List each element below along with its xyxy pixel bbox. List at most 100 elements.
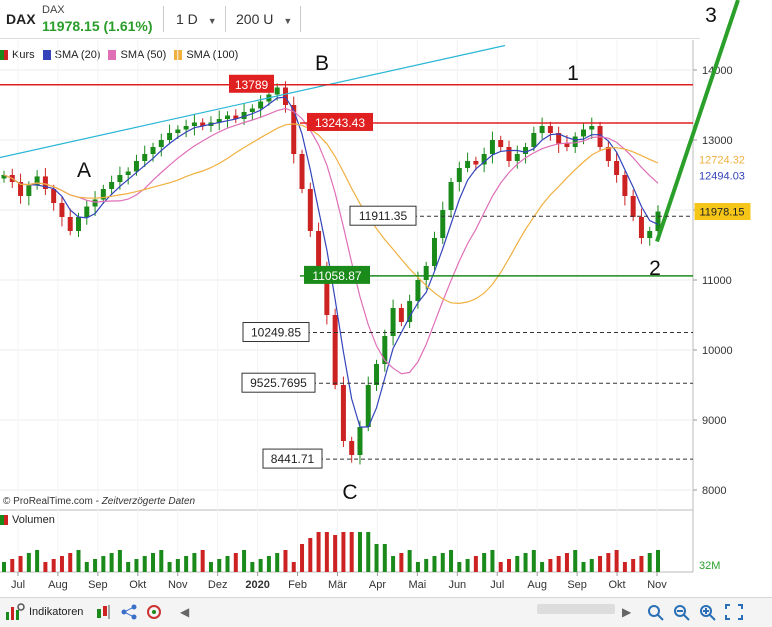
candle-body: [589, 126, 595, 130]
candle-body: [76, 217, 82, 231]
sma50-swatch-icon: [108, 50, 117, 60]
candle-body: [407, 301, 413, 322]
candle-body: [556, 133, 562, 144]
level-label-box: [307, 112, 373, 131]
candles-button[interactable]: [95, 602, 113, 622]
volume-bar: [283, 550, 288, 572]
candle-body: [622, 175, 628, 196]
volume-bar: [175, 559, 180, 572]
volume-bar: [523, 553, 528, 572]
level-label-box: [242, 322, 310, 343]
zoom-area-button[interactable]: [646, 602, 666, 622]
candle-body: [117, 175, 123, 182]
settings-icon: [147, 605, 161, 619]
zoom-in-button[interactable]: [698, 602, 718, 622]
volume-bar: [76, 550, 81, 572]
volume-bar: [26, 553, 31, 572]
candle-body: [274, 87, 280, 95]
candle-body: [514, 154, 520, 161]
bars-dropdown[interactable]: 200 U ▼: [236, 11, 292, 27]
volume-legend[interactable]: Volumen: [0, 514, 55, 526]
volume-bar: [473, 556, 478, 572]
last-price: 11978.15 (1.61%): [42, 18, 153, 34]
volume-bar: [357, 532, 362, 572]
candle-body: [175, 129, 181, 133]
volume-bar: [482, 553, 487, 572]
volume-bar: [200, 550, 205, 572]
volume-bar: [540, 562, 545, 572]
candle-body: [258, 101, 264, 109]
fullscreen-button[interactable]: [724, 602, 744, 622]
volume-bar: [184, 556, 189, 572]
level-label-box: [241, 372, 316, 393]
volume-bar: [622, 562, 627, 572]
candle-body: [531, 133, 537, 147]
volume-swatch-icon: [0, 515, 8, 525]
share-button[interactable]: [120, 602, 138, 622]
delayed-text: Zeitverzögerte Daten: [101, 496, 196, 507]
candle-body: [158, 140, 164, 147]
scrollbar[interactable]: [537, 604, 615, 614]
candle-body: [431, 238, 437, 266]
candle-body: [291, 105, 297, 154]
candle-body: [142, 154, 148, 161]
volume-bar: [631, 559, 636, 572]
legend-label: SMA (20): [54, 49, 101, 61]
volume-bar: [84, 562, 89, 572]
volume-bar: [374, 544, 379, 572]
header-bar: DAX DAX 11978.15 (1.61%) 1 D ▼ 200 U ▼: [0, 0, 700, 39]
zoom-out-button[interactable]: [672, 602, 692, 622]
candle-body: [191, 122, 197, 126]
y-tick-label: 8000: [702, 485, 726, 497]
volume-bar: [490, 550, 495, 572]
candle-body: [655, 211, 661, 231]
candle-body: [200, 122, 206, 126]
indicators-button[interactable]: Indikatoren: [4, 602, 83, 622]
candle-body: [42, 176, 48, 189]
candle-body: [506, 147, 512, 161]
indicator-icon: [6, 603, 25, 620]
y-tick-label: 14000: [702, 65, 733, 77]
wave-label: C: [342, 481, 357, 504]
candle-body: [183, 126, 189, 130]
axis-badge-box: [694, 203, 751, 221]
candle-body: [340, 385, 346, 441]
settings-button[interactable]: [144, 602, 164, 622]
level-label: 11058.87: [312, 269, 361, 283]
projection-line: [655, 0, 740, 243]
wave-label: A: [77, 159, 91, 182]
price-chart[interactable]: 800090001000011000120001300014000JulAugS…: [0, 0, 772, 597]
candle-body: [26, 185, 32, 196]
volume-bar: [151, 553, 156, 572]
fullscreen-icon: [725, 604, 743, 620]
volume-bar: [391, 556, 396, 572]
axis-badge-label: 12494.03: [699, 170, 745, 182]
legend-sma20[interactable]: SMA (20): [42, 49, 101, 61]
legend-sma100[interactable]: SMA (100): [174, 49, 238, 61]
volume-bar: [432, 556, 437, 572]
volume-bar: [275, 553, 280, 572]
legend-sma50[interactable]: SMA (50): [108, 49, 166, 61]
volume-bar: [341, 532, 346, 572]
candle-body: [498, 140, 504, 147]
scroll-left-button[interactable]: ◀: [180, 605, 190, 619]
kurs-swatch-icon: [0, 50, 8, 60]
symbol[interactable]: DAX: [6, 11, 36, 27]
level-label-box: [349, 205, 417, 226]
volume-bar: [531, 550, 536, 572]
x-tick-label: Jul: [490, 579, 504, 591]
volume-bar: [573, 550, 578, 572]
interval-value: 1 D: [176, 11, 198, 27]
zoom-out-icon: [674, 605, 690, 621]
interval-dropdown[interactable]: 1 D ▼: [176, 11, 217, 27]
volume-bar: [291, 562, 296, 572]
scroll-right-button[interactable]: ▶: [622, 605, 632, 619]
volume-bar: [457, 562, 462, 572]
separator: [163, 6, 164, 32]
candle-body: [92, 199, 98, 207]
candle-body: [630, 196, 636, 217]
volume-bar: [506, 559, 511, 572]
axis-badge-label: 11978.15: [699, 207, 744, 219]
candle-body: [448, 182, 454, 210]
separator: [300, 6, 301, 32]
